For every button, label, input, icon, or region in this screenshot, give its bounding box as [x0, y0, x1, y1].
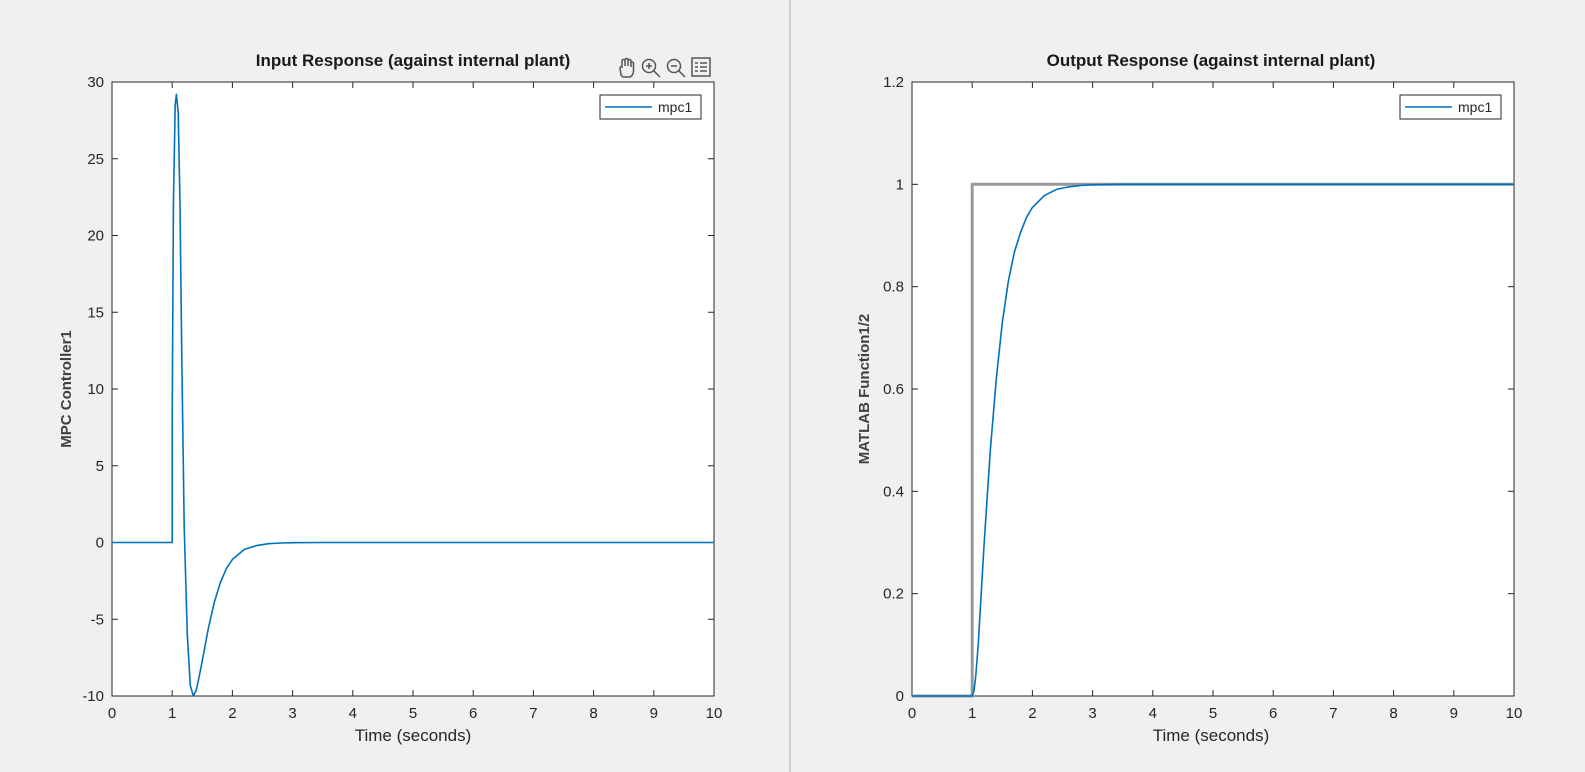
x-tick-label: 0: [108, 705, 116, 722]
x-tick-label: 8: [1389, 705, 1397, 722]
y-axis-label: MATLAB Function1/2: [856, 314, 873, 465]
x-tick-label: 10: [1506, 705, 1523, 722]
y-tick-label: 0.2: [883, 586, 904, 603]
x-tick-label: 2: [1028, 705, 1036, 722]
y-tick-label: 0.6: [883, 381, 904, 398]
x-tick-label: 4: [349, 705, 357, 722]
y-tick-label: -10: [82, 688, 104, 705]
y-tick-label: 1.2: [883, 74, 904, 91]
x-tick-label: 5: [1209, 705, 1217, 722]
x-tick-label: 5: [409, 705, 417, 722]
legend[interactable]: mpc1: [599, 94, 702, 120]
x-tick-label: 7: [529, 705, 537, 722]
y-tick-label: 25: [87, 151, 104, 168]
legend-entry: mpc1: [1458, 99, 1492, 115]
y-axis-label: MPC Controller1: [58, 330, 75, 448]
x-tick-label: 0: [908, 705, 916, 722]
y-tick-label: 20: [87, 228, 104, 245]
chart-title: Input Response (against internal plant): [256, 51, 571, 70]
x-tick-label: 1: [168, 705, 176, 722]
x-tick-label: 2: [228, 705, 236, 722]
y-tick-label: 10: [87, 381, 104, 398]
plot-area[interactable]: [911, 81, 1515, 697]
y-tick-label: 0: [96, 535, 104, 552]
x-axis-label: Time (seconds): [1153, 726, 1270, 745]
series-layer: [112, 93, 714, 697]
x-tick-label: 3: [1088, 705, 1096, 722]
x-tick-label: 1: [968, 705, 976, 722]
y-tick-label: -5: [91, 611, 104, 628]
axis-ticks: 0 1 2 3 4 5 6 7 8 9 10 -10 -5 0 5 10 15 20 25 30: [82, 74, 722, 722]
plot-area[interactable]: [111, 81, 715, 697]
x-tick-label: 6: [1269, 705, 1277, 722]
x-tick-label: 3: [288, 705, 296, 722]
chart-title: Output Response (against internal plant): [1047, 51, 1376, 70]
x-tick-label: 9: [1450, 705, 1458, 722]
axis-ticks: 0 1 2 3 4 5 6 7 8 9 10 0 0.2 0.4 0.6 0.8 1 1.2: [883, 74, 1522, 722]
legend[interactable]: mpc1: [1399, 94, 1502, 120]
axes-toolbar: [615, 57, 711, 79]
input-response-panel: Input Response (against internal plant): [58, 51, 722, 745]
series-line-mpc1[interactable]: [112, 93, 714, 697]
x-tick-label: 7: [1329, 705, 1337, 722]
y-tick-label: 0.4: [883, 483, 904, 500]
x-tick-label: 6: [469, 705, 477, 722]
y-tick-label: 0.8: [883, 279, 904, 296]
legend-toggle-icon[interactable]: [691, 57, 711, 77]
zoom-in-icon[interactable]: [640, 57, 662, 79]
x-tick-label: 10: [706, 705, 723, 722]
y-tick-label: 1: [896, 176, 904, 193]
zoom-out-icon[interactable]: [665, 57, 687, 79]
series-line-mpc1[interactable]: [912, 183, 1514, 697]
y-tick-label: 30: [87, 74, 104, 91]
series-layer: [912, 182, 1514, 698]
legend-entry: mpc1: [658, 99, 692, 115]
x-tick-label: 8: [589, 705, 597, 722]
y-tick-label: 5: [96, 458, 104, 475]
x-tick-label: 4: [1149, 705, 1157, 722]
y-tick-label: 15: [87, 304, 104, 321]
x-axis-label: Time (seconds): [355, 726, 472, 745]
pan-icon[interactable]: [615, 57, 637, 79]
y-tick-label: 0: [896, 688, 904, 705]
x-tick-label: 9: [650, 705, 658, 722]
output-response-panel: Output Response (against internal plant)…: [856, 51, 1522, 745]
